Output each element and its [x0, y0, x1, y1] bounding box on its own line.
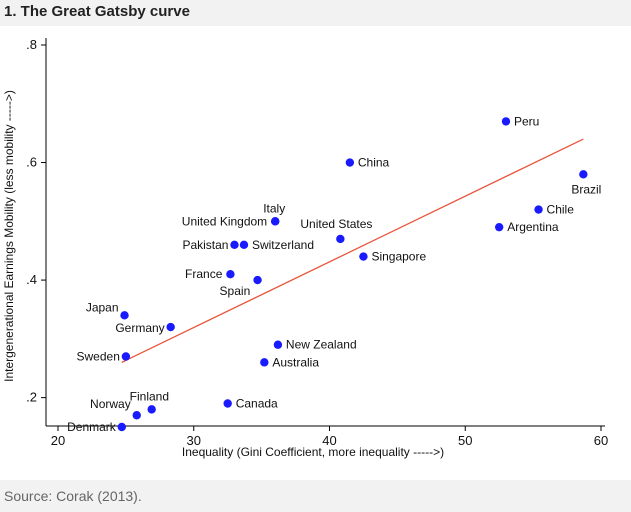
- data-point-pakistan: [230, 240, 239, 250]
- chart-area: 20 30 40 50 60 .2 .4 .6 .8 Inequality (Gini Coeff…: [0, 26, 631, 480]
- data-point-denmark: [117, 422, 127, 432]
- data-label-canada: Canada: [236, 396, 278, 410]
- y-tick-label: .6: [26, 155, 37, 170]
- data-point-switzerland: [239, 240, 249, 250]
- source-note: Source: Corak (2013).: [4, 488, 142, 504]
- x-tick-label: 40: [322, 433, 336, 448]
- data-label-australia: Australia: [272, 355, 319, 369]
- data-point-france: [226, 270, 235, 279]
- x-tick-label: 20: [51, 433, 65, 448]
- source-bar: Source: Corak (2013).: [0, 480, 631, 512]
- y-axis-title: Intergenerational Earnings Mobility (les…: [2, 90, 16, 382]
- data-label-switzerland: Switzerland: [252, 238, 314, 252]
- data-point-japan: [120, 311, 129, 320]
- data-point-finland: [147, 405, 156, 414]
- data-label-brazil: Brazil: [571, 182, 601, 196]
- data-label-united-states: United States: [300, 217, 372, 231]
- data-label-new-zealand: New Zealand: [286, 338, 357, 352]
- data-label-spain: Spain: [220, 284, 251, 298]
- data-point-brazil: [579, 170, 588, 179]
- data-label-china: China: [358, 156, 390, 170]
- figure-title-bar: 1. The Great Gatsby curve: [0, 0, 631, 26]
- scatter-chart: 20 30 40 50 60 .2 .4 .6 .8 Inequality (Gini Coeff…: [2, 37, 608, 459]
- data-point-chile: [534, 205, 543, 214]
- data-label-denmark: Denmark: [67, 420, 117, 434]
- x-tick-label: 50: [458, 433, 472, 448]
- data-label-argentina: Argentina: [507, 220, 559, 234]
- figure-title: 1. The Great Gatsby curve: [4, 3, 190, 20]
- data-label-chile: Chile: [547, 203, 575, 217]
- y-tick-label: .8: [26, 37, 37, 52]
- data-point-singapore: [359, 252, 368, 261]
- data-point-germany: [166, 322, 175, 332]
- y-tick-label: .4: [26, 272, 37, 287]
- x-axis-title: Inequality (Gini Coefficient, more inequ…: [182, 445, 444, 459]
- data-point-new-zealand: [273, 340, 283, 349]
- data-label-germany: Germany: [115, 321, 164, 335]
- data-label-finland: Finland: [130, 389, 169, 403]
- data-label-singapore: Singapore: [371, 250, 426, 264]
- x-tick-label: 30: [187, 433, 201, 448]
- data-label-france: France: [185, 267, 223, 281]
- data-label-norway: Norway: [90, 397, 131, 411]
- data-point-peru: [501, 117, 511, 126]
- data-point-sweden: [121, 352, 131, 361]
- data-label-japan: Japan: [86, 300, 119, 314]
- data-label-italy: Italy: [263, 201, 285, 215]
- data-label-peru: Peru: [514, 114, 539, 128]
- data-point-united-states: [336, 234, 345, 244]
- data-label-united-kingdom: United Kingdom: [182, 214, 267, 228]
- x-tick-label: 60: [594, 433, 608, 448]
- y-tick-label: .2: [26, 390, 37, 405]
- data-point-norway: [132, 411, 141, 420]
- data-point-australia: [260, 358, 269, 367]
- data-label-pakistan: Pakistan: [182, 238, 228, 252]
- data-point-china: [345, 158, 355, 167]
- data-label-sweden: Sweden: [77, 349, 120, 363]
- data-point-united-kingdom: [271, 217, 280, 226]
- data-point-spain: [253, 275, 262, 285]
- data-point-canada: [223, 399, 232, 408]
- data-point-argentina: [494, 222, 504, 232]
- fit-line: [121, 138, 584, 363]
